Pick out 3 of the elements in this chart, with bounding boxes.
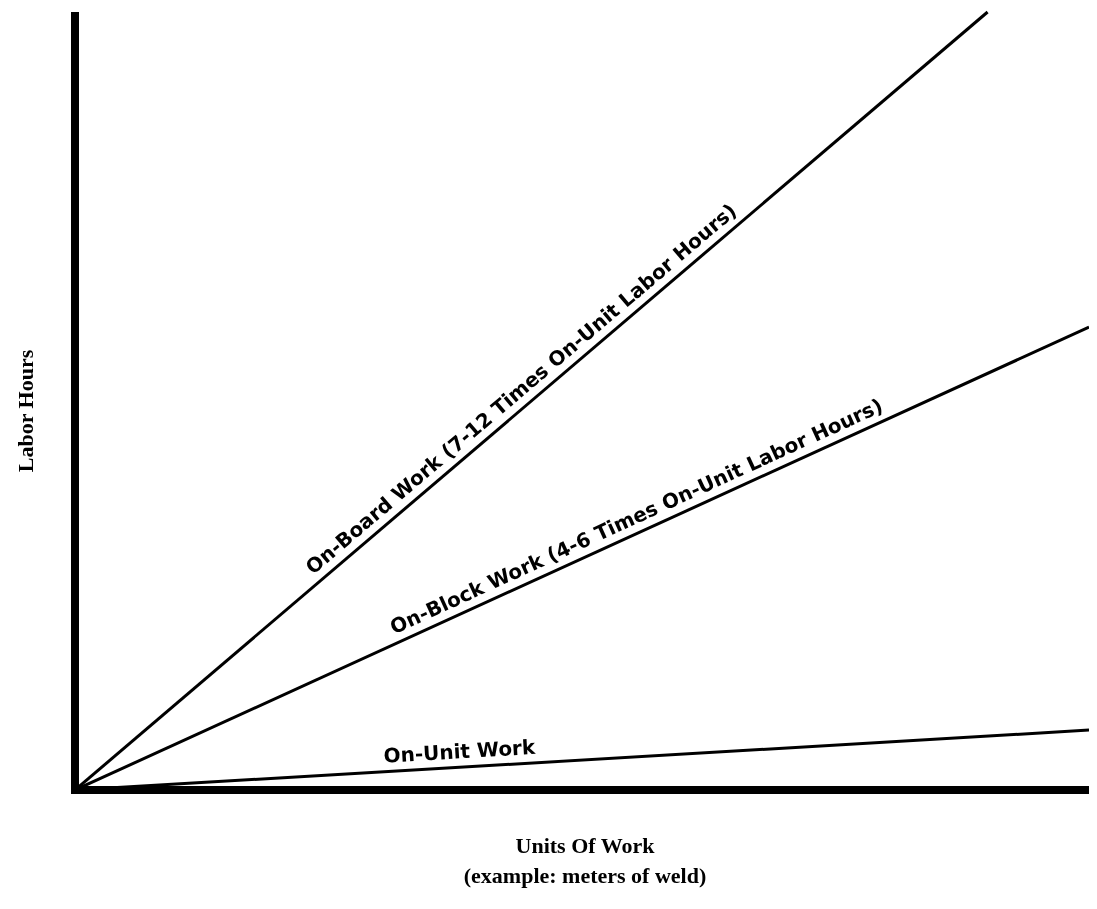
x-axis-title: Units Of Work (example: meters of weld) [463, 833, 707, 888]
y-axis-title: Labor Hours [13, 349, 39, 473]
series-label: On-Unit Work [382, 734, 537, 768]
